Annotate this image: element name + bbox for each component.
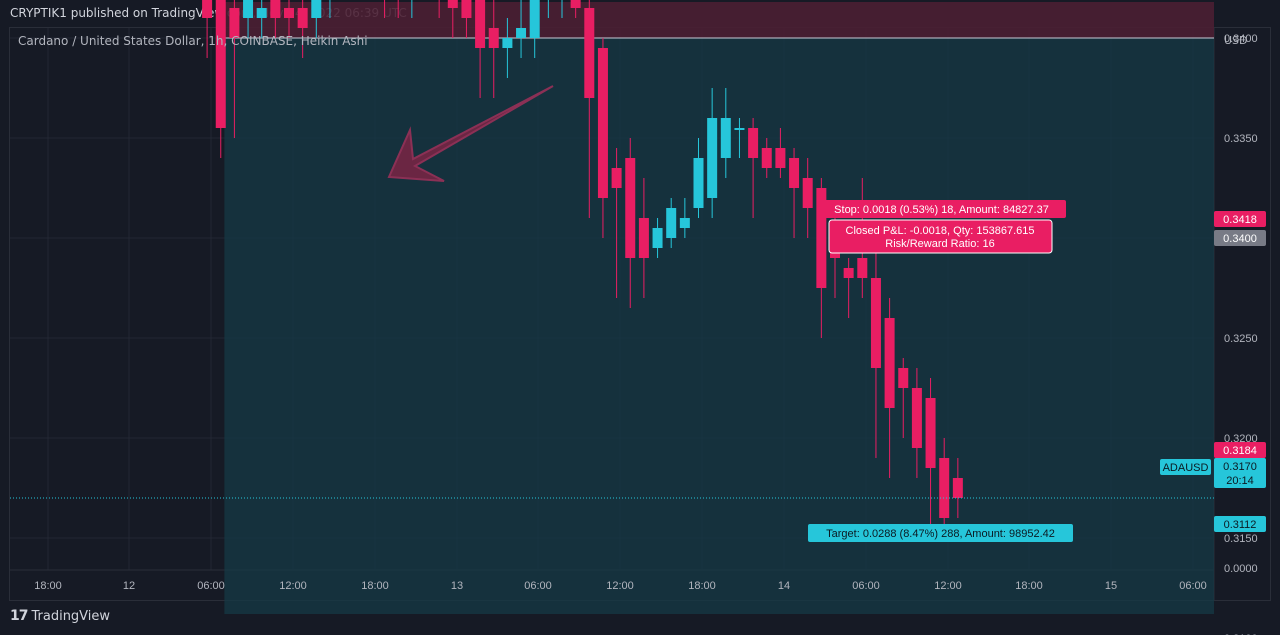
candle-body bbox=[625, 158, 636, 258]
candle-body bbox=[761, 148, 772, 168]
candle-body bbox=[597, 48, 608, 198]
tradingview-logo-icon: 17 bbox=[10, 608, 29, 624]
symbol-title: Cardano / United States Dollar, 1h, COIN… bbox=[18, 34, 368, 48]
arrow-annotation bbox=[387, 85, 554, 182]
candle-body bbox=[884, 318, 895, 408]
candle-body bbox=[311, 0, 322, 18]
candle-body bbox=[898, 368, 909, 388]
candle-body bbox=[666, 208, 677, 238]
symbol-tag-bg bbox=[1160, 459, 1211, 475]
candle-body bbox=[488, 28, 499, 48]
time-axis-label: 06:00 bbox=[524, 580, 552, 592]
candle-body bbox=[284, 8, 294, 18]
candle-body bbox=[870, 278, 881, 368]
candle-body bbox=[802, 178, 813, 208]
candle-body bbox=[843, 268, 854, 278]
time-axis-label: 13 bbox=[451, 580, 463, 592]
candle-body bbox=[529, 0, 540, 38]
candle-body bbox=[789, 158, 800, 188]
time-axis-label: 14 bbox=[778, 580, 790, 592]
price-axis-label: 0.3150 bbox=[1224, 533, 1258, 545]
price-tag-target: 0.3112 bbox=[1224, 519, 1257, 531]
candle-body bbox=[215, 0, 226, 128]
time-axis-label: 12:00 bbox=[606, 580, 634, 592]
time-axis-label: 12 bbox=[123, 580, 135, 592]
target-label-bg bbox=[808, 524, 1073, 542]
candle-body bbox=[202, 0, 213, 18]
candle-body bbox=[229, 8, 240, 38]
time-axis-label: 18:00 bbox=[361, 580, 389, 592]
candle-body bbox=[461, 0, 472, 18]
candle-body bbox=[652, 228, 663, 248]
target-label: Target: 0.0288 (8.47%) 288, Amount: 9895… bbox=[826, 528, 1055, 540]
candle-body bbox=[584, 8, 595, 98]
candle-body bbox=[679, 218, 690, 228]
price-axis-label: 0.3100 bbox=[1224, 633, 1258, 635]
price-tag-current-bg bbox=[1214, 458, 1266, 488]
candle-body bbox=[707, 118, 718, 198]
candle-body bbox=[447, 0, 458, 8]
candle-body bbox=[516, 28, 527, 38]
candle-body bbox=[720, 118, 731, 158]
candle-body bbox=[911, 388, 922, 448]
candle-body bbox=[502, 38, 513, 48]
candle-body bbox=[475, 0, 486, 48]
pnl-box bbox=[828, 219, 1053, 254]
time-axis-label: 18:00 bbox=[34, 580, 62, 592]
currency-label: USD bbox=[1224, 34, 1248, 47]
footer-brand: TradingView bbox=[31, 608, 111, 624]
stop-zone bbox=[224, 2, 1214, 38]
price-tag-entry-bg bbox=[1214, 230, 1266, 246]
candle-body bbox=[297, 8, 308, 28]
stop-label-bg bbox=[817, 200, 1066, 218]
price-tag-entry: 0.3400 bbox=[1223, 233, 1257, 245]
candle-body bbox=[925, 398, 936, 468]
price-tag-countdown: 20:14 bbox=[1226, 475, 1254, 487]
time-axis-label: 18:00 bbox=[1015, 580, 1043, 592]
candle-body bbox=[857, 258, 868, 278]
price-tag-high: 0.3184 bbox=[1223, 445, 1257, 457]
time-axis-label: 15 bbox=[1105, 580, 1117, 592]
candle-body bbox=[775, 148, 786, 168]
candle-body bbox=[693, 158, 704, 208]
candle-body bbox=[611, 168, 622, 188]
candle-body bbox=[638, 218, 649, 258]
candle-body bbox=[243, 0, 254, 18]
pnl-label: Closed P&L: -0.0018, Qty: 153867.615 bbox=[846, 225, 1035, 237]
stop-label: Stop: 0.0018 (0.53%) 18, Amount: 84827.3… bbox=[834, 204, 1049, 216]
candle-body bbox=[734, 128, 745, 130]
time-axis-label: 06:00 bbox=[1179, 580, 1207, 592]
candle-body bbox=[256, 8, 267, 18]
candle-body bbox=[816, 188, 827, 288]
footer[interactable]: 17 TradingView bbox=[10, 608, 110, 624]
price-tag-current: 0.3170 bbox=[1223, 461, 1257, 473]
candle-body bbox=[748, 128, 759, 158]
price-tag-target-bg bbox=[1214, 516, 1266, 532]
symbol-tag: ADAUSD bbox=[1163, 462, 1209, 474]
price-axis-label: 0.3400 bbox=[1224, 33, 1258, 45]
price-axis-label: 0.3250 bbox=[1224, 333, 1258, 345]
price-tag-stop-bg bbox=[1214, 211, 1266, 227]
price-axis-label: 0.3350 bbox=[1224, 133, 1258, 145]
candle-body bbox=[570, 0, 581, 8]
time-axis-label: 12:00 bbox=[934, 580, 962, 592]
price-tag-high-bg bbox=[1214, 442, 1266, 458]
time-axis-label: 18:00 bbox=[688, 580, 716, 592]
candle-body bbox=[270, 0, 281, 18]
rr-label: Risk/Reward Ratio: 16 bbox=[885, 238, 994, 250]
target-zone bbox=[224, 38, 1214, 614]
time-axis-label: 12:00 bbox=[279, 580, 307, 592]
time-axis-label: 06:00 bbox=[852, 580, 880, 592]
candle-body bbox=[952, 478, 963, 498]
time-axis-label: 06:00 bbox=[197, 580, 225, 592]
price-tag-stop: 0.3418 bbox=[1223, 214, 1257, 226]
price-axis-label: 0.0000 bbox=[1224, 563, 1258, 575]
candle-body bbox=[939, 458, 950, 518]
